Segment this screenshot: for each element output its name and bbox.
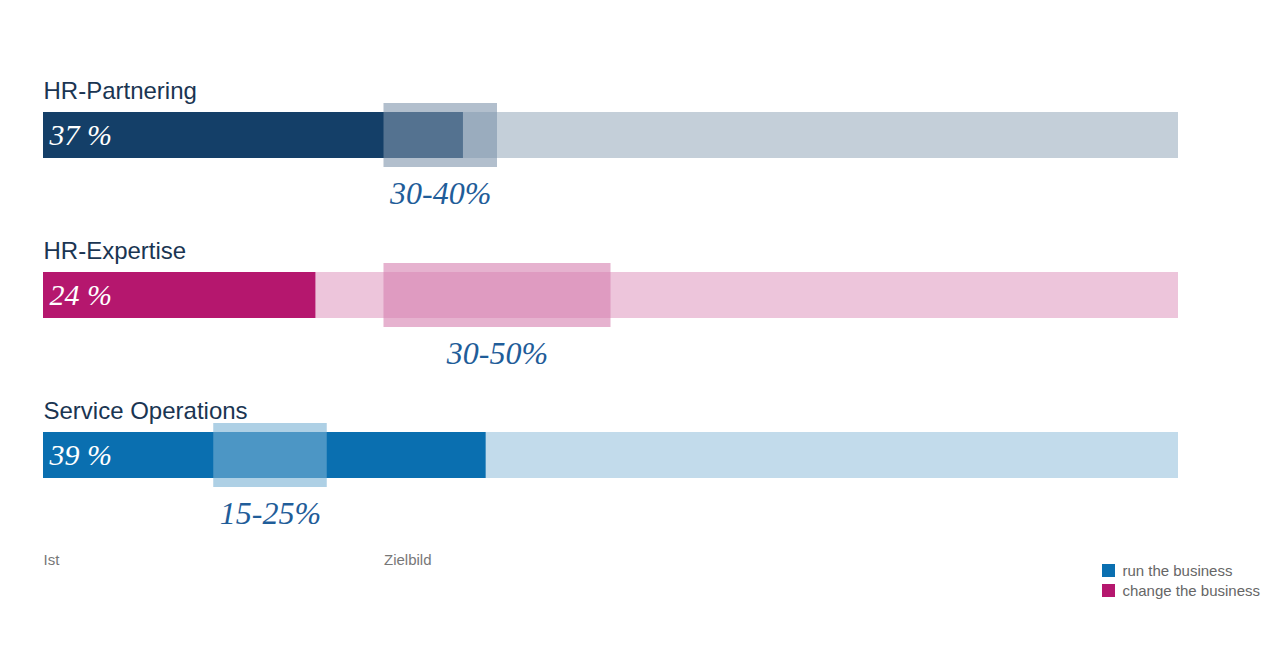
svg-text:39 %: 39 % — [49, 438, 113, 471]
html-text:run the business: run the business — [1122, 562, 1233, 579]
svg-text:Ist: Ist — [44, 551, 61, 568]
html-text:change the business: change the business — [1122, 582, 1260, 599]
svg-text:30-40%: 30-40% — [389, 175, 491, 211]
svg-text:Service Operations: Service Operations — [44, 397, 248, 424]
svg-text:HR-Expertise: HR-Expertise — [44, 237, 187, 264]
svg-text:30-50%: 30-50% — [446, 335, 548, 371]
svg-text:37 %: 37 % — [49, 118, 113, 151]
svg-text:Zielbild: Zielbild — [384, 551, 432, 568]
svg-text:24 %: 24 % — [50, 278, 113, 311]
svg-text:15-25%: 15-25% — [220, 495, 321, 531]
svg-text:HR-Partnering: HR-Partnering — [44, 77, 197, 104]
